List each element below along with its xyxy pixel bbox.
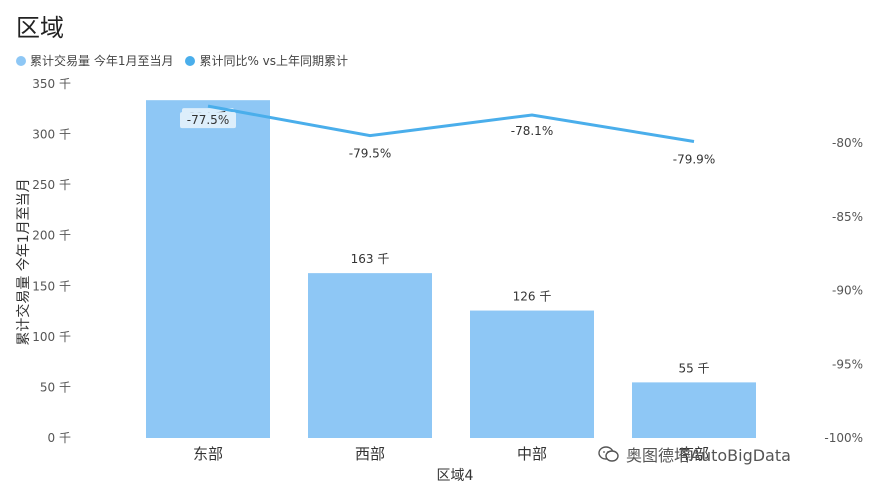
- y2-tick-label: -85%: [832, 210, 863, 224]
- chart-title: 区域: [16, 14, 64, 42]
- legend-item-yoy[interactable]: 累计同比% vs上年同期累计: [185, 52, 348, 69]
- x-category-label: 中部: [517, 445, 547, 463]
- bar: [308, 273, 432, 438]
- y-tick-label: 250 千: [32, 178, 71, 192]
- legend-swatch-yoy: [185, 55, 196, 66]
- x-category-label: 西部: [355, 445, 385, 463]
- legend: 累计交易量 今年1月至当月 累计同比% vs上年同期累计: [16, 52, 348, 69]
- legend-swatch-volume: [16, 55, 26, 66]
- y-tick-label: 300 千: [32, 128, 71, 142]
- line-label-bg: [180, 112, 236, 129]
- wechat-icon: [598, 446, 619, 462]
- bar-label: 55 千: [678, 361, 709, 375]
- x-category-label: 东部: [193, 445, 223, 463]
- bar-label: 126 千: [513, 290, 552, 304]
- y-tick-label: 200 千: [32, 229, 71, 243]
- bar: [146, 100, 270, 438]
- bar: [632, 382, 756, 438]
- line-label: -79.9%: [673, 153, 715, 167]
- line-label: -79.5%: [349, 147, 391, 161]
- watermark-text: 奥图德塔AutoBigData: [626, 446, 791, 465]
- bar: [470, 310, 594, 438]
- y-axis-title: 累计交易量 今年1月至当月: [15, 178, 32, 345]
- legend-item-volume[interactable]: 累计交易量 今年1月至当月: [16, 52, 173, 69]
- bar-label: 163 千: [351, 252, 390, 266]
- y-tick-label: 0 千: [48, 431, 71, 445]
- y2-tick-label: -90%: [832, 284, 863, 298]
- legend-label-yoy: 累计同比% vs上年同期累计: [199, 54, 349, 68]
- x-category-label: 南部: [679, 445, 709, 463]
- y2-tick-label: -100%: [824, 431, 863, 445]
- y-tick-label: 50 千: [40, 380, 71, 394]
- x-axis-title: 区域4: [437, 468, 474, 484]
- y2-tick-label: -80%: [832, 136, 863, 150]
- legend-label-volume: 累计交易量 今年1月至当月: [30, 54, 174, 68]
- y-tick-label: 350 千: [32, 77, 71, 91]
- y-tick-label: 150 千: [32, 279, 71, 293]
- line-label: -77.5%: [187, 113, 229, 127]
- y2-tick-label: -95%: [832, 357, 863, 371]
- y-tick-label: 100 千: [32, 330, 71, 344]
- line-label: -78.1%: [511, 124, 553, 138]
- watermark: 奥图德塔AutoBigData: [598, 442, 791, 466]
- line-series: [207, 104, 695, 144]
